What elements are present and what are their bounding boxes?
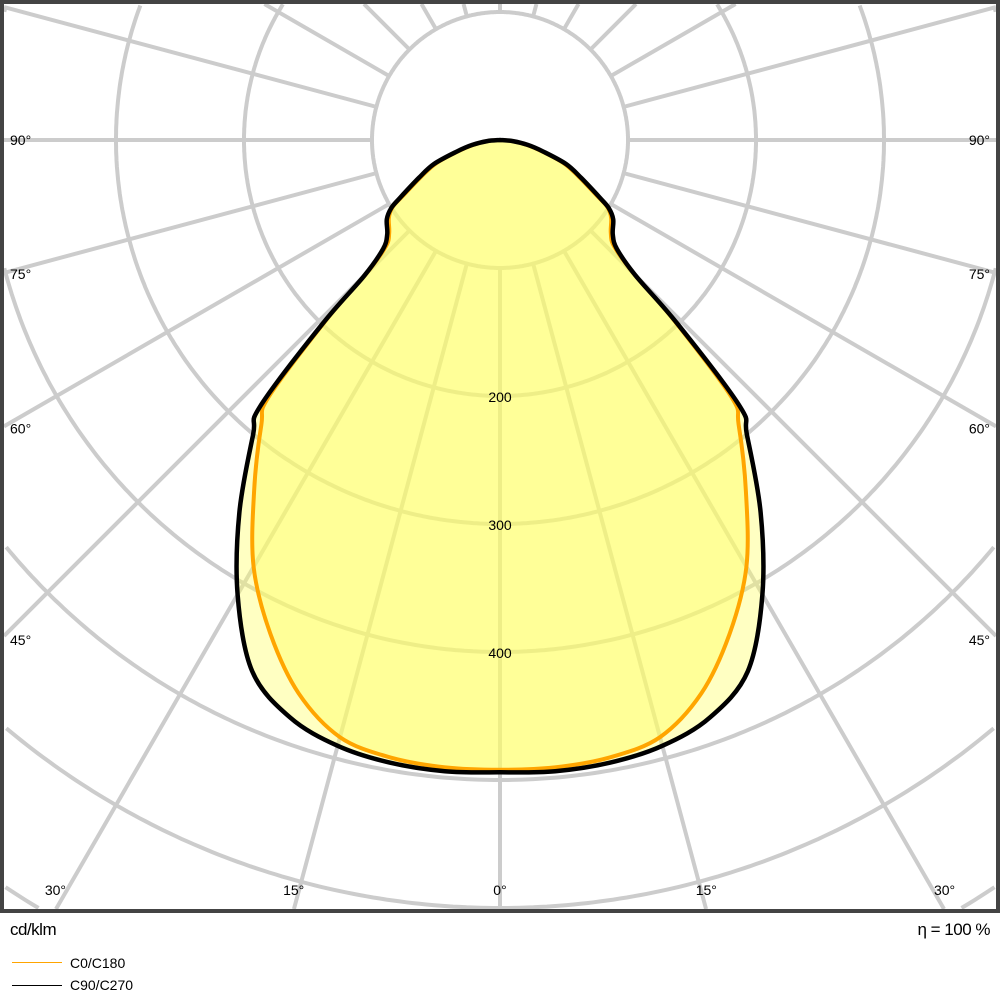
- efficiency-label: η = 100 %: [917, 920, 990, 939]
- angle-label: 30°: [45, 882, 66, 898]
- grid-radial-line: [623, 5, 996, 109]
- chart-frame: [0, 0, 1000, 913]
- angle-label: 60°: [10, 421, 31, 437]
- curves: [234, 137, 766, 775]
- angle-label: 75°: [969, 266, 990, 282]
- grid-radial-line: [362, 4, 411, 51]
- grid-radial-line: [419, 4, 438, 31]
- radial-tick-label: 200: [488, 389, 512, 405]
- grid-radial-line: [609, 4, 737, 78]
- angle-labels: 90° 75° 60° 45° 30° 15° 0° 15° 30° 45° 60° 75° 90°: [10, 132, 990, 898]
- radial-tick-label: 400: [488, 645, 512, 661]
- unit-label: cd/klm: [10, 920, 57, 939]
- angle-label: 0°: [493, 882, 506, 898]
- grid: [4, 4, 996, 909]
- angle-label: 15°: [283, 882, 304, 898]
- grid-radial-line: [54, 249, 438, 909]
- radial-tick-label: 300: [488, 517, 512, 533]
- grid-radial-line: [4, 5, 377, 109]
- angle-label: 45°: [10, 632, 31, 648]
- angle-label: 75°: [10, 266, 31, 282]
- grid-radial-line: [4, 202, 391, 429]
- grid-circle: [242, 4, 758, 398]
- legend-label-c0-c180: C0/C180: [70, 955, 126, 971]
- grid-radial-line: [609, 202, 996, 429]
- grid-radial-line: [589, 4, 638, 51]
- grid-radial-line: [562, 249, 946, 909]
- angle-label: 60°: [969, 421, 990, 437]
- angle-label: 90°: [10, 132, 31, 148]
- radial-tick-labels: 200 300 400: [488, 389, 512, 661]
- angle-label: 90°: [969, 132, 990, 148]
- legend-swatch-c0-c180: [12, 962, 62, 963]
- grid-radial-line: [531, 263, 708, 909]
- angle-label: 30°: [934, 882, 955, 898]
- grid-circle: [114, 4, 886, 526]
- grid-radial-line: [263, 4, 391, 78]
- c90-c270-curve: [234, 137, 766, 775]
- grid-radial-line: [4, 171, 377, 275]
- c0-c180-fill: [252, 140, 748, 770]
- grid-radial-line: [531, 4, 539, 17]
- legend-swatch-c90-c270: [12, 985, 62, 986]
- legend-label-c90-c270: C90/C270: [70, 977, 134, 993]
- angle-label: 15°: [696, 882, 717, 898]
- grid-radial-line: [461, 4, 469, 17]
- grid-radial-line: [292, 263, 469, 909]
- c90-c270-fill: [236, 140, 764, 773]
- grid-radial-line: [562, 4, 581, 31]
- grid-radial-line: [623, 171, 996, 275]
- grid-circle: [4, 885, 996, 909]
- angle-label: 45°: [969, 632, 990, 648]
